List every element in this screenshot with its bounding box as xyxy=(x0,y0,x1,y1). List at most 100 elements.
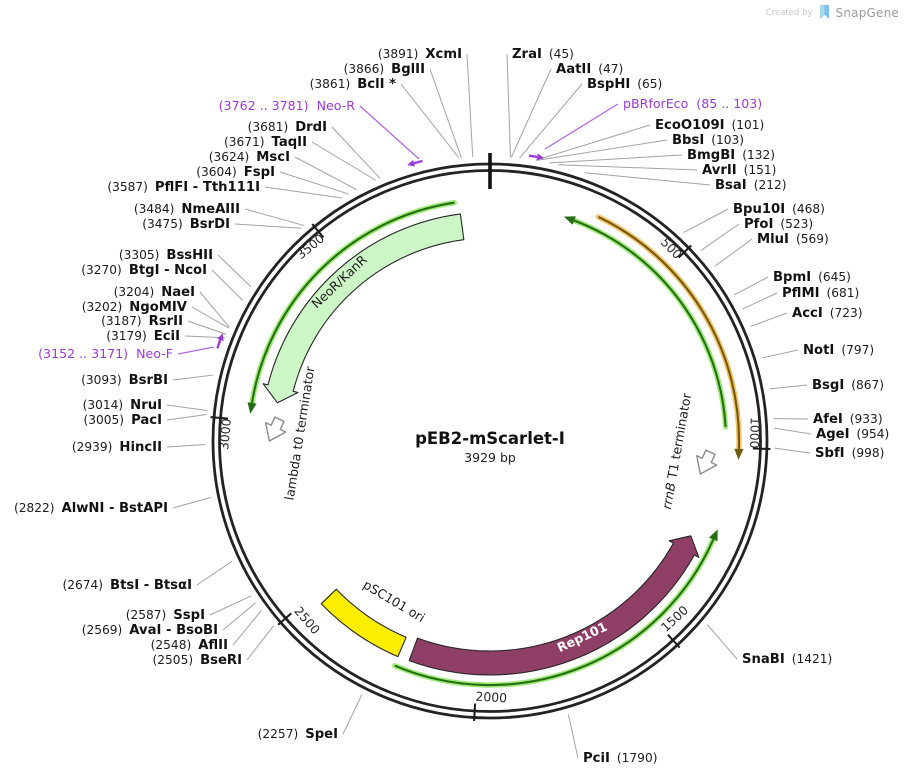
site-label-SpeI: (2257) SpeI xyxy=(258,727,338,742)
orf-line-orange-top xyxy=(595,214,744,460)
leader-line-AgeI xyxy=(774,427,812,435)
watermark-created-by: Created by xyxy=(765,7,813,18)
leader-line-EcoO109I xyxy=(535,124,651,161)
site-label-NruI: (3014) NruI xyxy=(83,398,162,413)
rrnb-t1-terminator-glyph xyxy=(696,449,718,475)
site-label-BsaI: BsaI (212) xyxy=(715,178,787,193)
primer-label-pBRforEco: pBRforEco (85 .. 103) xyxy=(623,96,762,111)
lambda-t0-terminator-glyph xyxy=(265,416,287,442)
leader-line-BsaI xyxy=(584,172,711,186)
site-label-RsrII: (3187) RsrII xyxy=(101,314,183,329)
leader-line-BtsIBtsI xyxy=(196,560,233,586)
site-label-AvrII: AvrII (151) xyxy=(702,163,776,178)
leader-line-SspI xyxy=(209,595,252,616)
primer-arrow-Neo-R xyxy=(413,159,423,165)
tick-label-2000: 2000 xyxy=(475,689,507,706)
tick-mark-1500 xyxy=(667,634,681,649)
rep101-cds-shape xyxy=(408,535,700,676)
primer-arrowhead-Neo-R xyxy=(407,159,415,167)
primer-pBRforEco: pBRforEco (85 .. 103) xyxy=(528,96,762,161)
site-label-MluI: MluI (569) xyxy=(757,232,829,247)
site-label-NotI: NotI (797) xyxy=(803,343,874,358)
rrnb-t1-terminator: rrnB T1 terminator xyxy=(659,391,718,510)
site-label-BspHI: BspHI (65) xyxy=(587,77,662,92)
site-label-BmgBI: BmgBI (132) xyxy=(687,148,775,163)
plasmid-title: pEB2-mScarlet-I xyxy=(415,429,565,448)
tick-mark-500 xyxy=(677,244,692,259)
leader-line-AatII xyxy=(510,68,552,158)
orf-line-green-top xyxy=(563,216,729,430)
leader-line-BmgBI xyxy=(549,154,683,164)
leader-line-MluI xyxy=(714,238,753,267)
leader-line-FspI xyxy=(279,171,349,195)
leader-line-AvrII xyxy=(558,164,698,171)
restriction-site-labels: (3891) XcmI(3866) BglII(3861) BclI * (3681) D… xyxy=(14,47,889,766)
site-label-SbfI: SbfI (998) xyxy=(815,446,884,461)
rrnb-t1-terminator-label: rrnB T1 terminator xyxy=(659,391,694,510)
leader-line-AccI xyxy=(750,312,788,327)
leader-line-NaeI xyxy=(199,291,230,328)
leader-line-BssHII xyxy=(217,254,252,288)
leader-line-BglII xyxy=(429,68,462,159)
leader-line-SbfI xyxy=(774,447,811,454)
site-label-SspI: (2587) SspI xyxy=(126,608,205,623)
neor-kanr-cds-shape xyxy=(262,213,465,404)
site-label-AvaIBsoBI: (2569) AvaI - BsoBI xyxy=(82,623,218,638)
tick-label-2500: 2500 xyxy=(291,603,323,637)
leader-line-SpeI xyxy=(342,694,363,735)
site-label-BbsI: BbsI (103) xyxy=(672,133,744,148)
leader-line-EciI xyxy=(184,335,225,339)
site-label-FspI: (3604) FspI xyxy=(196,165,275,180)
leader-line-BspHI xyxy=(519,83,583,159)
watermark-brand: SnapGene xyxy=(835,5,899,20)
leader-line-BclI xyxy=(400,83,460,159)
plasmid-backbone xyxy=(211,153,769,720)
leader-line-PfoI xyxy=(700,223,740,251)
site-label-DrdI: (3681) DrdI xyxy=(248,120,327,135)
leader-line-BbsI xyxy=(536,139,668,161)
snapgene-watermark: Created by SnapGene xyxy=(766,5,899,20)
leader-line-BsgI xyxy=(769,384,808,390)
primer-NeoF: (3152 .. 3171) Neo-F xyxy=(38,333,224,361)
site-label-SnaBI: SnaBI (1421) xyxy=(742,652,832,667)
tick-label-1500: 1500 xyxy=(658,602,691,634)
orf-line-green-top-arrowhead xyxy=(563,216,576,225)
site-label-MscI: (3624) MscI xyxy=(209,150,290,165)
site-label-EcoO109I: EcoO109I (101) xyxy=(655,118,764,133)
site-label-EciI: (3179) EciI xyxy=(106,329,180,344)
site-label-NgoMIV: (3202) NgoMIV xyxy=(82,300,188,315)
leader-line-ZraI xyxy=(506,53,511,158)
tick-label-1000: 1000 xyxy=(747,417,763,449)
neor-orf-line xyxy=(247,200,457,414)
site-label-AccI: AccI (723) xyxy=(792,306,863,321)
leader-line-PflMI xyxy=(741,292,778,310)
site-label-PflMI: PflMI (681) xyxy=(782,286,859,301)
tick-label-3000: 3000 xyxy=(216,418,234,451)
tick-mark-2000 xyxy=(473,703,477,722)
site-label-AlwNIBstAPI: (2822) AlwNI - BstAPI xyxy=(14,501,168,516)
leader-line-NgoMIV xyxy=(191,306,230,329)
leader-line-AlwNIBstAPI xyxy=(172,496,212,509)
site-label-BpmI: BpmI (645) xyxy=(773,270,851,285)
leader-line-Bpu10I xyxy=(683,208,729,233)
site-label-PciI: PciI (1790) xyxy=(583,751,657,766)
rep101-orf-line xyxy=(392,529,718,688)
leader-line-NotI xyxy=(761,349,799,359)
psc101-ori-shape xyxy=(320,588,407,658)
orf-line-orange-top-arrowhead xyxy=(734,448,744,460)
leader-line-TaqII xyxy=(311,141,377,181)
site-label-PflFITth111I: (3587) PflFI - Tth111I xyxy=(107,180,260,195)
site-label-PfoI: PfoI (523) xyxy=(744,217,813,232)
primer-leader-pBRforEco xyxy=(544,103,619,150)
leader-line-PacI xyxy=(166,414,207,421)
site-label-BglII: (3866) BglII xyxy=(344,62,425,77)
rep101-orf-line-arrowhead xyxy=(709,529,718,542)
site-label-ZraI: ZraI (45) xyxy=(512,47,574,62)
tick-mark-3000 xyxy=(210,416,229,420)
site-label-PacI: (3005) PacI xyxy=(84,413,162,428)
primer-NeoR: (3762 .. 3781) Neo-R xyxy=(219,98,423,167)
plasmid-size: 3929 bp xyxy=(464,450,516,465)
site-label-BtgINcoI: (3270) BtgI - NcoI xyxy=(81,263,207,278)
site-label-BssHII: (3305) BssHII xyxy=(119,248,213,263)
